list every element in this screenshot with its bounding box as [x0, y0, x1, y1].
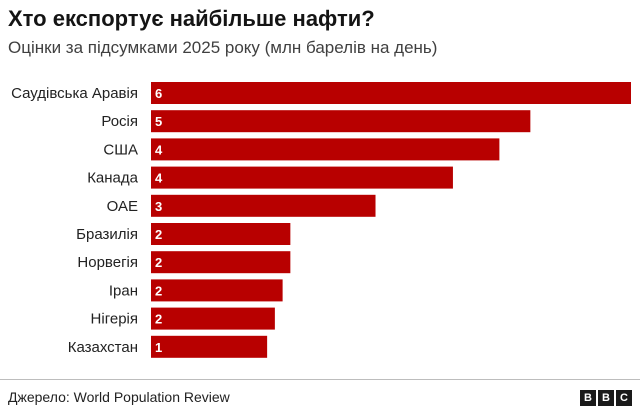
- bar-value-label: 2: [155, 255, 162, 270]
- bar-value-label: 2: [155, 312, 162, 327]
- category-label: Росія: [101, 113, 138, 130]
- chart-subtitle: Оцінки за підсумками 2025 року (млн баре…: [8, 38, 438, 57]
- bar: [151, 335, 268, 358]
- category-label: США: [103, 141, 138, 158]
- source-note: Джерело: World Population Review: [8, 389, 230, 405]
- chart-title: Хто експортує найбільше нафти?: [8, 6, 375, 31]
- category-label: Саудівська Аравія: [11, 85, 138, 102]
- bar: [151, 82, 631, 104]
- bar-value-label: 4: [155, 171, 163, 186]
- category-label: Норвегія: [77, 254, 138, 271]
- bar: [151, 110, 531, 133]
- bbc-logo-letter: B: [580, 390, 596, 406]
- bar-value-label: 3: [155, 199, 162, 214]
- bbc-logo: B B C: [580, 390, 632, 406]
- bar-value-label: 2: [155, 283, 162, 298]
- bar-value-label: 5: [155, 114, 162, 129]
- bar: [151, 251, 291, 274]
- bbc-logo-letter: B: [598, 390, 614, 406]
- bar: [151, 307, 275, 330]
- bar: [151, 223, 291, 245]
- category-label: Іран: [109, 282, 138, 299]
- category-label: ОАЕ: [107, 198, 138, 215]
- bar: [151, 138, 500, 161]
- bar: [151, 279, 283, 302]
- bar-value-label: 6: [155, 86, 162, 101]
- category-label: Нігерія: [91, 311, 138, 328]
- footer-divider: [0, 379, 640, 380]
- bar-value-label: 2: [155, 227, 162, 242]
- bar: [151, 166, 453, 189]
- category-label: Канада: [87, 170, 138, 187]
- bar-chart: Саудівська Аравія 6 Росія 5 США 4 Канада 4 ОАЕ 3 Б…: [11, 82, 631, 358]
- bar-value-label: 1: [155, 340, 162, 355]
- category-label: Казахстан: [68, 339, 138, 356]
- bar: [151, 194, 376, 217]
- bar-value-label: 4: [155, 142, 163, 157]
- category-label: Бразилія: [76, 226, 138, 243]
- bbc-logo-letter: C: [616, 390, 632, 406]
